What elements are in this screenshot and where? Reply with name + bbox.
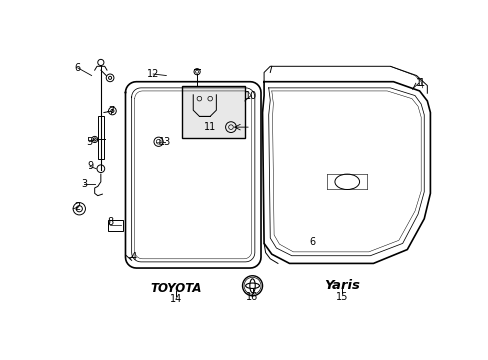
Text: 6: 6 (75, 63, 81, 73)
Text: 5: 5 (86, 137, 92, 147)
Text: 4: 4 (130, 252, 136, 262)
Text: TOYOTA: TOYOTA (150, 282, 202, 294)
FancyBboxPatch shape (98, 116, 104, 159)
Text: 9: 9 (87, 161, 93, 171)
Text: 7: 7 (107, 106, 114, 116)
Text: Yaris: Yaris (323, 279, 359, 292)
Text: 16: 16 (246, 292, 258, 302)
Text: 10: 10 (244, 91, 257, 100)
FancyBboxPatch shape (182, 86, 244, 138)
Text: 13: 13 (158, 137, 170, 147)
Text: 14: 14 (170, 294, 182, 304)
Text: 2: 2 (75, 202, 81, 212)
FancyBboxPatch shape (107, 220, 123, 231)
Text: 3: 3 (81, 179, 87, 189)
Text: 1: 1 (415, 78, 421, 88)
Text: 12: 12 (147, 69, 159, 79)
Text: 15: 15 (335, 292, 347, 302)
Text: 11: 11 (203, 122, 216, 132)
Text: 6: 6 (309, 237, 315, 247)
Text: 8: 8 (107, 217, 113, 227)
Text: 1: 1 (418, 78, 424, 88)
